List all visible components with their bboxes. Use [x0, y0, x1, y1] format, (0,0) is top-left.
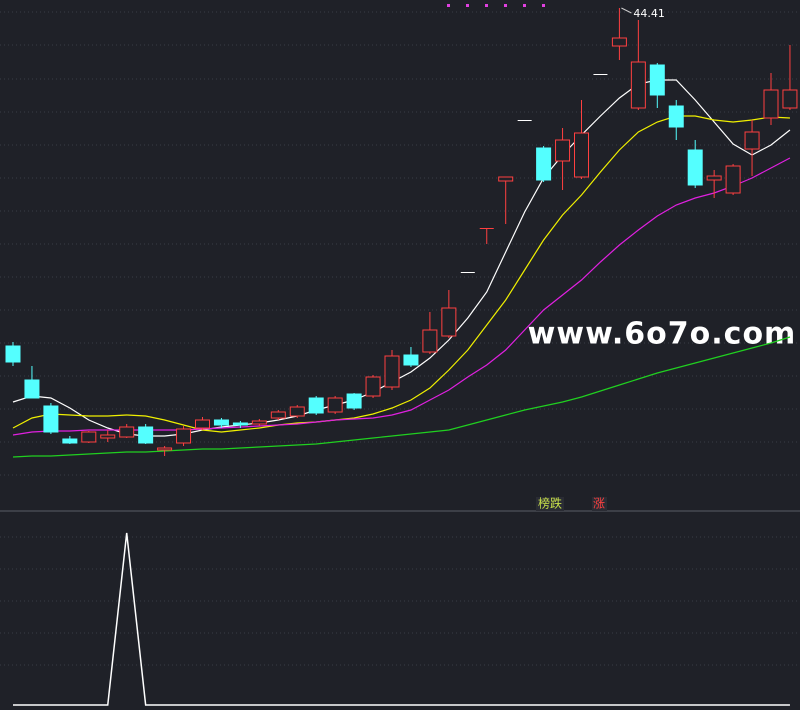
ma-line	[12, 115, 790, 433]
indicator-line	[13, 532, 790, 706]
candle-body	[270, 411, 286, 419]
candle-body	[232, 422, 248, 426]
label-box	[536, 497, 564, 511]
annotation: 涨	[593, 496, 605, 511]
candle-body	[308, 397, 324, 414]
high-label: 44.41	[633, 7, 665, 20]
top-dots	[447, 4, 545, 7]
candle-body	[251, 420, 267, 425]
candle-body	[498, 176, 514, 182]
candle-body	[62, 438, 78, 444]
candle-body	[346, 393, 362, 409]
candle-body	[630, 61, 646, 109]
high-pointer	[621, 7, 632, 14]
candle-body	[403, 354, 419, 366]
candle-body	[365, 376, 381, 397]
label-box	[592, 497, 607, 511]
candle-body	[327, 397, 343, 413]
candle-body	[763, 89, 779, 119]
candle-body	[24, 379, 40, 399]
ma-line	[12, 336, 791, 458]
candle-body	[119, 426, 135, 438]
candle-body	[479, 228, 494, 229]
grid	[0, 11, 800, 666]
candle-body	[782, 89, 798, 109]
candle-body	[195, 419, 210, 429]
candle-body	[289, 406, 305, 417]
candle-body	[744, 131, 760, 150]
candle-body	[555, 139, 571, 162]
ma-line	[12, 157, 791, 436]
candle-body	[725, 165, 741, 194]
candle-body	[706, 175, 722, 181]
candle-body	[517, 120, 532, 121]
candle-body	[593, 74, 608, 75]
candle-body	[687, 149, 703, 186]
candle-body	[460, 272, 475, 273]
candle-body	[43, 405, 59, 433]
watermark: www.6o7o.com	[528, 317, 797, 352]
candle-body	[176, 428, 192, 444]
candle-body	[668, 105, 684, 128]
candle-body	[611, 37, 627, 47]
candle-body	[213, 419, 229, 426]
candle-body	[100, 434, 116, 439]
ma-line	[12, 79, 791, 437]
candle-body	[536, 147, 552, 181]
candle-body	[157, 447, 173, 451]
candle-body	[384, 355, 400, 388]
candle-body	[422, 329, 438, 353]
annotation: 榜跌	[538, 496, 562, 511]
candle-body	[138, 426, 154, 444]
candle-body	[81, 431, 97, 443]
candle-body	[574, 132, 589, 178]
candle-body	[5, 345, 21, 363]
candle-body	[441, 307, 457, 337]
candle-body	[649, 64, 665, 96]
